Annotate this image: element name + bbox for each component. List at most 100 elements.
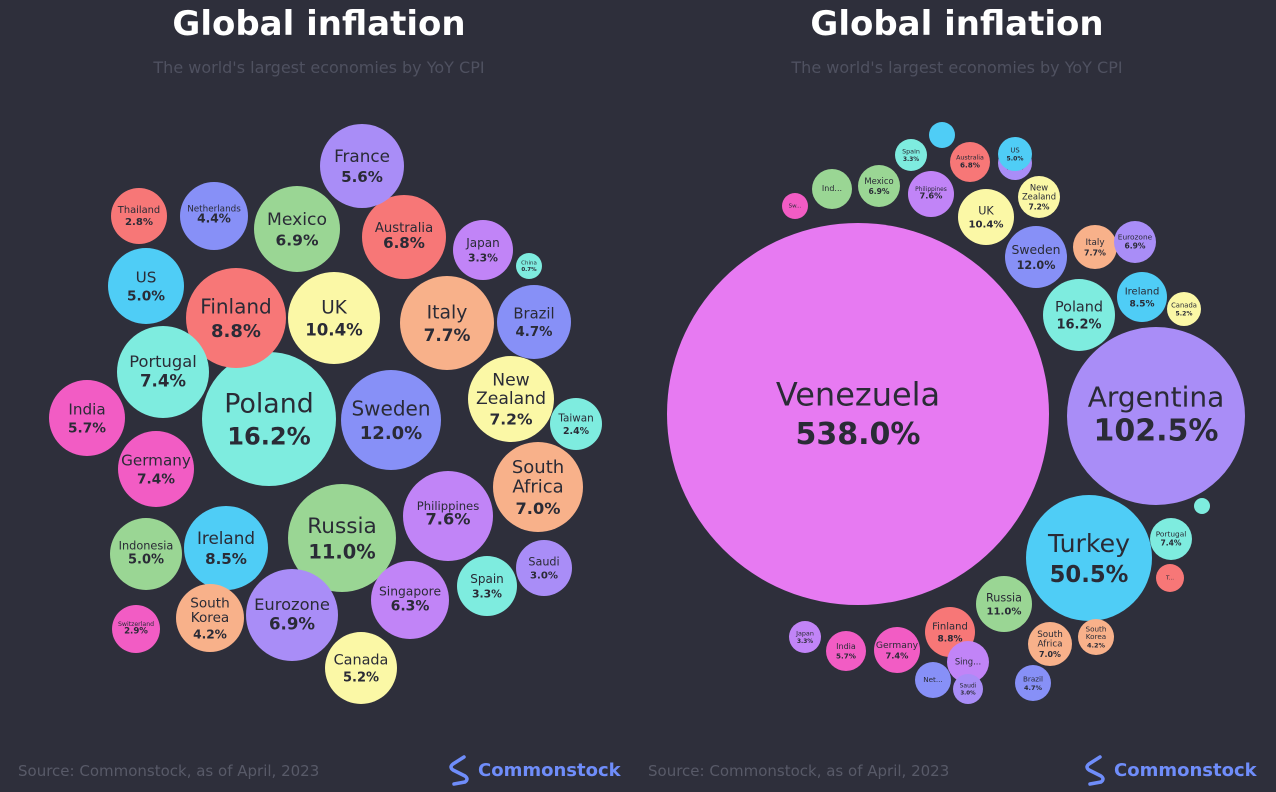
bubble-circle [958, 189, 1014, 245]
bubble-name-label: Zealand [476, 389, 546, 409]
bubble-name-label: Portugal [1156, 530, 1187, 539]
bubble-circle [362, 195, 446, 279]
bubble-value-label: 3.0% [960, 691, 976, 697]
bubble-name-label: Italy [427, 303, 468, 324]
bubble-value-label: 8.5% [1130, 300, 1155, 310]
bubble-circle [908, 171, 954, 217]
bubble-circle [288, 272, 380, 364]
bubble-name-label: Ireland [197, 528, 255, 548]
bubble-name-label: Sw... [789, 204, 802, 210]
bubble-circle [1015, 665, 1051, 701]
bubble-value-label: 4.7% [516, 325, 553, 340]
chart-subtitle: The world's largest economies by YoY CPI [791, 58, 1123, 77]
bubble-circle [457, 556, 517, 616]
bubble-value-label: 6.8% [960, 160, 980, 169]
bubble-value-label: 7.4% [140, 372, 186, 391]
bubble-name-label: Spain [470, 572, 504, 586]
bubble-circle [400, 276, 494, 370]
bubble-name-label: Germany [876, 640, 919, 651]
bubble-name-label: France [334, 146, 390, 166]
bubble-unlabeled [929, 122, 955, 148]
chart-title: Global inflation [810, 4, 1104, 44]
bubble-value-label: 5.7% [68, 420, 106, 436]
bubble-circle [341, 370, 441, 470]
bubble-value-label: 7.4% [1160, 539, 1181, 548]
bubble-name-label: India [836, 642, 856, 651]
bubble-value-label: 2.4% [563, 426, 590, 437]
bubble-name-label: Korea [191, 610, 230, 626]
bubble-name-label: Poland [224, 389, 313, 420]
bubble-name-label: Korea [1086, 632, 1106, 641]
bubble-value-label: 4.7% [1024, 684, 1043, 692]
bubble-india: India 5.7% [49, 380, 125, 456]
bubble-value-label: 10.4% [305, 320, 363, 339]
bubble-poland: Poland 16.2% [1043, 279, 1115, 351]
bubble-circle [874, 627, 920, 673]
bubble-value-label: 5.2% [343, 671, 379, 686]
chart-subtitle: The world's largest economies by YoY CPI [153, 58, 485, 77]
bubble-circle [180, 182, 248, 250]
bubble-name-label: Spain [902, 147, 920, 155]
bubble-sweden: Sweden 12.0% [1005, 226, 1067, 288]
bubble-name-label: UK [321, 298, 347, 319]
bubble-name-label: South [1037, 630, 1063, 640]
bubble-value-label: 2.8% [125, 217, 153, 228]
bubble-name-label: Turkey [1047, 529, 1130, 558]
bubble-value-label: 3.3% [797, 639, 813, 645]
bubble-circle [789, 621, 821, 653]
bubble-name-label: South [190, 595, 230, 611]
bubble-circle [493, 442, 583, 532]
bubble-circle [108, 248, 184, 324]
bubble-circle [1005, 226, 1067, 288]
bubble-name-label: Philippines [915, 187, 947, 193]
bubble-ireland: Ireland 8.5% [184, 506, 268, 590]
panel-left: Global inflation The world's largest eco… [18, 4, 621, 786]
bubble-value-label: 7.6% [919, 190, 943, 200]
bubble-value-label: 11.0% [986, 607, 1021, 618]
bubble-name-label: Singapore [379, 584, 441, 598]
bubble-circle [320, 124, 404, 208]
bubble-spain: Spain 3.3% [895, 139, 927, 171]
bubble-circle [950, 142, 990, 182]
bubble-circle [1043, 279, 1115, 351]
bubble-chart-right: Venezuela538.0%Argentina102.5%Turkey50.5… [667, 122, 1245, 704]
bubble-circle [915, 662, 951, 698]
bubble-value-label: 7.2% [490, 411, 533, 429]
bubble-ind: Ind... [812, 169, 852, 209]
bubble-value-label: 6.9% [269, 615, 315, 634]
bubble-circle [812, 169, 852, 209]
bubble-value-label: 10.4% [968, 220, 1003, 231]
bubble-circle [403, 471, 493, 561]
bubble-value-label: 11.0% [308, 541, 375, 564]
bubble-value-label: 4.2% [1087, 642, 1106, 650]
bubble-circle [453, 220, 513, 280]
bubble-circle [1026, 495, 1152, 621]
bubble-name-label: Thailand [117, 205, 160, 216]
bubble-name-label: India [68, 400, 105, 418]
bubble-name-label: Germany [121, 451, 191, 469]
bubble-name-label: Sweden [1012, 242, 1061, 257]
bubble-name-label: Italy [1085, 238, 1104, 248]
bubble-us: US5.0% [998, 137, 1032, 171]
bubble-sweden: Sweden 12.0% [341, 370, 441, 470]
source-note: Source: Commonstock, as of April, 2023 [648, 762, 950, 780]
bubble-value-label: 5.6% [341, 168, 383, 186]
bubble-name-label: Brazil [1023, 674, 1043, 683]
